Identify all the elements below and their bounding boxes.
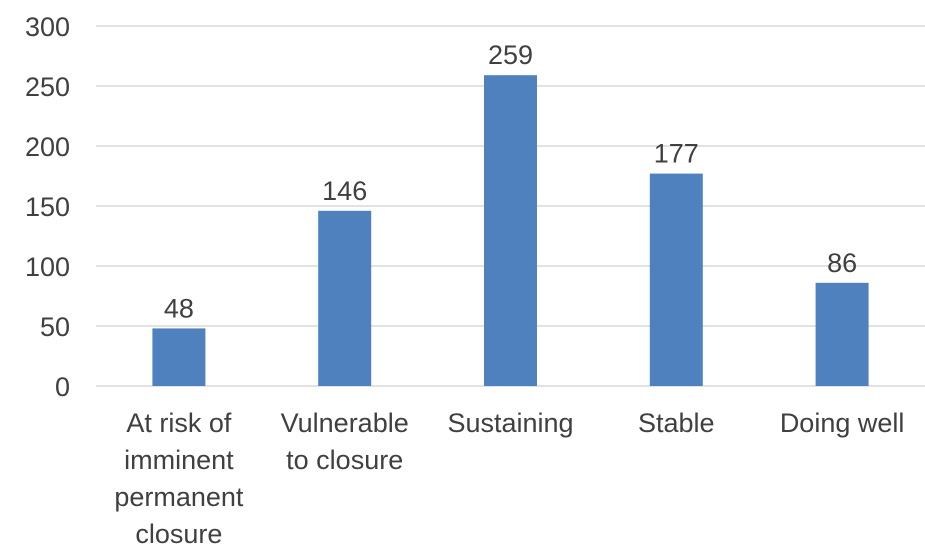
category-label: At risk of imminent permanent closure xyxy=(114,408,244,549)
bar xyxy=(318,210,372,386)
category-label-line: closure xyxy=(135,519,222,549)
category-label-line: to closure xyxy=(286,445,403,475)
y-tick-label: 150 xyxy=(25,192,70,222)
category-label-line: Stable xyxy=(638,408,715,438)
bar xyxy=(484,75,537,386)
category-label-line: At risk of xyxy=(126,408,232,438)
category-label-line: imminent xyxy=(124,445,234,475)
data-label: 177 xyxy=(654,139,699,169)
category-label: Doing well xyxy=(780,408,905,438)
bar xyxy=(649,173,703,386)
bar xyxy=(152,328,206,386)
bar xyxy=(815,282,869,386)
y-tick-label: 0 xyxy=(55,372,70,402)
category-label-line: Sustaining xyxy=(447,408,573,438)
category-label: Sustaining xyxy=(447,408,573,438)
category-label: Vulnerable to closure xyxy=(281,408,409,475)
y-tick-label: 200 xyxy=(25,132,70,162)
y-tick-label: 50 xyxy=(40,312,70,342)
category-label-line: Vulnerable xyxy=(281,408,409,438)
y-tick-label: 300 xyxy=(25,12,70,42)
data-label: 86 xyxy=(827,248,857,278)
category-label-line: Doing well xyxy=(780,408,905,438)
x-axis-category-labels: At risk of imminent permanent closure Vulner… xyxy=(114,408,904,549)
category-label-line: permanent xyxy=(114,482,244,512)
y-axis-tick-labels: 0 50 100 150 200 250 300 xyxy=(25,12,70,402)
data-labels: 48 146 259 177 86 xyxy=(164,40,857,323)
y-tick-label: 100 xyxy=(25,252,70,282)
y-tick-label: 250 xyxy=(25,72,70,102)
data-label: 259 xyxy=(488,40,533,70)
data-label: 146 xyxy=(322,176,367,206)
data-label: 48 xyxy=(164,293,194,323)
bars xyxy=(152,75,869,386)
category-label: Stable xyxy=(638,408,715,438)
